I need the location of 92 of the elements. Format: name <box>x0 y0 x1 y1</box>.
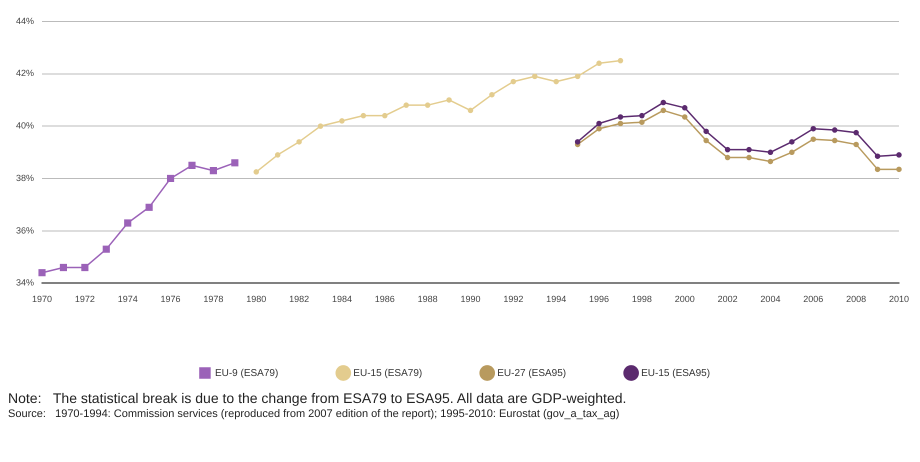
x-tick-label: 2004 <box>760 294 780 304</box>
point <box>231 159 238 166</box>
point <box>703 138 709 144</box>
x-tick-label: 1994 <box>546 294 566 304</box>
legend-label: EU-27 (ESA95) <box>497 368 566 379</box>
point <box>768 150 774 156</box>
point <box>810 136 816 142</box>
x-tick-label: 1980 <box>246 294 266 304</box>
point <box>746 146 752 152</box>
point <box>703 128 709 134</box>
point <box>789 150 795 156</box>
y-tick-label: 42% <box>16 68 34 78</box>
point <box>360 112 366 118</box>
point <box>60 264 68 272</box>
point <box>660 108 666 114</box>
point <box>810 126 816 132</box>
point <box>446 97 452 103</box>
point <box>574 74 580 80</box>
x-tick-label: 2008 <box>846 294 866 304</box>
point <box>660 100 666 106</box>
point <box>382 112 388 118</box>
point <box>274 152 280 158</box>
point <box>832 127 838 133</box>
x-tick-label: 1992 <box>503 294 524 304</box>
point <box>38 269 46 276</box>
point <box>768 158 774 164</box>
x-tick-label: 1996 <box>589 294 610 304</box>
point <box>124 219 132 227</box>
point <box>468 108 474 114</box>
point <box>146 204 153 211</box>
point <box>553 78 559 84</box>
point <box>682 114 688 120</box>
point <box>596 60 602 66</box>
x-tick-label: 2002 <box>718 294 738 304</box>
x-tick-label: 1970 <box>32 294 52 304</box>
x-tick-label: 1986 <box>374 294 395 304</box>
point <box>639 112 645 118</box>
point <box>724 154 730 160</box>
point <box>403 102 409 108</box>
point <box>639 119 645 125</box>
point <box>746 154 752 160</box>
x-tick-label: 2000 <box>674 294 695 304</box>
point <box>682 105 688 111</box>
point <box>618 120 624 126</box>
point <box>596 126 602 132</box>
point <box>618 114 624 120</box>
y-tick-label: 34% <box>16 278 34 288</box>
x-tick-label: 1978 <box>203 294 224 304</box>
x-tick-label: 1998 <box>632 294 652 304</box>
point <box>574 139 580 145</box>
point <box>832 138 838 144</box>
point <box>853 142 859 148</box>
x-tick-label: 1976 <box>160 294 181 304</box>
point <box>532 74 538 80</box>
point <box>296 139 302 145</box>
point <box>339 118 345 124</box>
point <box>424 102 430 108</box>
point <box>254 169 260 175</box>
y-tick-label: 38% <box>16 172 34 183</box>
point <box>896 152 902 158</box>
x-tick-label: 1984 <box>332 294 352 304</box>
point <box>489 92 495 98</box>
source-note: Source: 1970-1994: Commission services (reproduced from 2007 edition of the report); 1995-2010: Eurostat (gov_a_tax_ag) <box>8 408 620 420</box>
x-tick-label: 1988 <box>418 294 438 304</box>
x-tick-label: 2006 <box>803 294 824 304</box>
point <box>596 120 602 126</box>
y-tick-label: 40% <box>16 120 34 131</box>
x-tick-label: 1972 <box>74 294 95 304</box>
point <box>102 246 110 253</box>
point <box>188 162 196 169</box>
point <box>81 264 88 272</box>
y-tick-label: 44% <box>16 16 34 26</box>
legend-label: EU-15 (ESA79) <box>353 368 422 379</box>
point <box>724 146 730 152</box>
legend-label: EU-9 (ESA79) <box>214 368 278 379</box>
point <box>874 166 880 172</box>
x-tick-label: 2010 <box>888 294 910 304</box>
x-tick-label: 1974 <box>118 294 138 304</box>
point <box>789 139 795 145</box>
point <box>318 123 324 129</box>
text: Note: The statistical break is due to the change from ESA79 to ESA95. All data are GDP-weighted. <box>8 390 628 406</box>
point <box>874 153 880 159</box>
point <box>510 78 516 84</box>
point <box>166 174 174 182</box>
y-tick-label: 36% <box>16 225 34 236</box>
point <box>618 58 624 64</box>
legend-label: EU-15 (ESA95) <box>641 368 710 379</box>
point <box>210 167 217 174</box>
x-tick-label: 1990 <box>460 294 481 304</box>
x-tick-label: 1982 <box>289 294 310 304</box>
point <box>896 166 902 172</box>
point <box>853 130 859 136</box>
